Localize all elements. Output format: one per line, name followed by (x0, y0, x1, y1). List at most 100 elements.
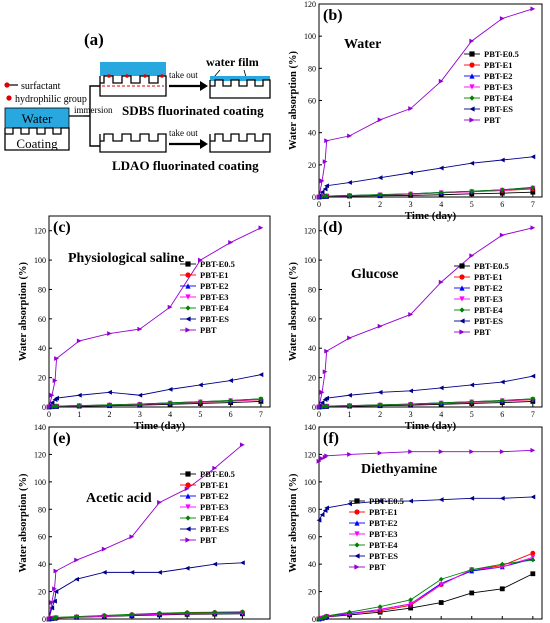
legend-marker (469, 73, 475, 79)
legend-marker (459, 329, 465, 335)
legend-marker (354, 542, 360, 548)
series-PBT (316, 225, 536, 410)
data-point (438, 582, 444, 588)
y-axis-label: Water absorption (%) (288, 473, 299, 572)
panel-label: (d) (323, 219, 343, 236)
series-line (318, 496, 533, 521)
x-tick-label: 2 (378, 410, 382, 419)
data-point (167, 400, 173, 406)
coating-block (4, 127, 70, 151)
data-point (377, 604, 383, 610)
legend-marker (354, 509, 360, 515)
legend-label: PBT-E3 (474, 294, 503, 304)
data-point (322, 369, 328, 375)
legend-label: PBT-E4 (369, 540, 398, 550)
data-point (324, 613, 330, 619)
diagram-panel-label: (a) (84, 30, 104, 49)
x-tick-label: 6 (500, 410, 504, 419)
coating-label: Coating (16, 136, 58, 151)
data-point (137, 392, 143, 398)
y-tick-label: 120 (304, 227, 316, 236)
data-point (377, 450, 383, 456)
legend-marker (185, 526, 191, 532)
data-point (530, 189, 536, 195)
y-tick-label: 80 (38, 285, 46, 294)
data-point (499, 379, 505, 385)
y-tick-label: 40 (38, 344, 46, 353)
data-point (499, 397, 505, 403)
data-point (49, 600, 55, 605)
data-point (347, 452, 352, 457)
legend-marker (459, 263, 465, 269)
data-point (408, 597, 414, 603)
data-point (347, 392, 352, 398)
data-point (76, 403, 82, 408)
data-point (408, 388, 414, 394)
y-tick-label: 80 (308, 505, 316, 514)
legend-marker (469, 95, 475, 101)
plot-frame (318, 215, 543, 408)
legend-marker (469, 62, 475, 68)
sdbs-water-layer (100, 62, 166, 76)
legend-label: PBT-E3 (200, 292, 229, 302)
ldao-result-coating (209, 133, 271, 153)
data-point (322, 159, 328, 165)
x-tick-label: 3 (138, 410, 142, 419)
data-point (52, 586, 57, 592)
legend-marker (459, 285, 465, 291)
data-point (316, 458, 322, 464)
x-tick-label: 6 (500, 200, 504, 209)
data-point (408, 191, 414, 197)
y-tick-label: 80 (308, 285, 316, 294)
take-out-label-top: take out (169, 70, 198, 80)
data-point (530, 6, 536, 12)
data-point (228, 378, 234, 383)
legend-label: PBT-ES (200, 314, 229, 324)
data-point (54, 356, 59, 361)
data-point (324, 395, 330, 401)
data-point (324, 138, 330, 144)
data-point (46, 404, 52, 410)
legend: PBT-E0.5PBT-E1PBT-E2PBT-E3PBT-E4PBT-ESPB… (349, 496, 404, 572)
data-point (316, 194, 322, 200)
y-tick-label: 0 (42, 403, 46, 412)
data-point (530, 557, 536, 563)
chart-title: Water (344, 37, 381, 52)
data-point (316, 404, 322, 410)
y-tick-label: 60 (38, 315, 46, 324)
legend: PBT-E0.5PBT-E1PBT-E2PBT-E3PBT-E4PBT-ESPB… (454, 261, 509, 337)
chart-title: Acetic acid (86, 491, 152, 506)
data-point (101, 613, 107, 618)
y-tick-label: 60 (308, 315, 316, 324)
data-point (324, 193, 330, 199)
data-point (438, 165, 444, 171)
data-point (499, 232, 505, 238)
y-tick-label: 0 (42, 615, 46, 623)
data-point (347, 180, 352, 185)
legend-marker (185, 482, 191, 488)
data-point (107, 389, 112, 395)
legend-label: PBT (484, 115, 501, 125)
legend-label: PBT-E3 (369, 529, 398, 539)
legend-label: PBT-E2 (200, 491, 229, 501)
data-point (408, 601, 414, 607)
ldao-coating-label: LDAO fluorinated coating (112, 158, 259, 173)
y-axis-label: Water absorption (%) (18, 262, 29, 361)
data-point (101, 569, 107, 575)
data-point (530, 225, 536, 231)
data-point (347, 335, 352, 341)
plot-frame (318, 426, 543, 620)
legend-label: PBT (200, 325, 217, 335)
legend-marker (459, 307, 465, 313)
y-tick-label: 40 (38, 560, 46, 569)
data-point (530, 154, 536, 160)
data-point (52, 378, 58, 383)
data-point (239, 560, 245, 566)
data-point (322, 186, 328, 192)
sdbs-group-2 (125, 74, 129, 78)
x-tick-label: 6 (229, 410, 233, 419)
data-point (408, 449, 414, 455)
ldao-coating (99, 133, 167, 153)
take-out-label-bottom: take out (169, 128, 198, 138)
data-point (377, 402, 383, 408)
